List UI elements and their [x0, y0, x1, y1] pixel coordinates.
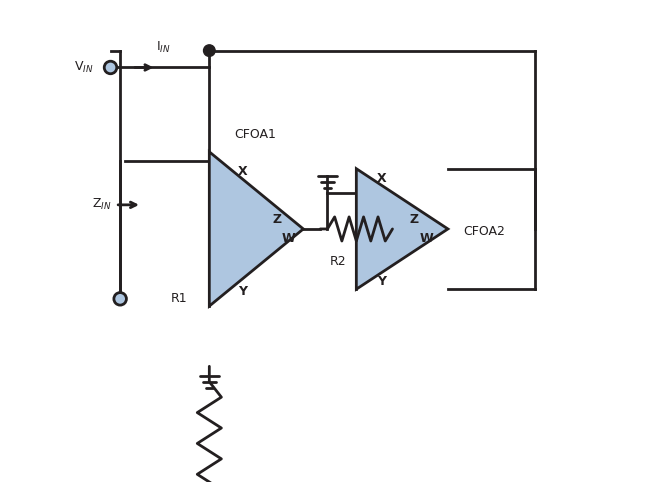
Text: X: X: [376, 172, 386, 185]
Text: W: W: [282, 232, 296, 245]
Polygon shape: [209, 152, 304, 306]
Text: Z: Z: [272, 213, 281, 226]
Text: R1: R1: [171, 293, 188, 305]
Text: I$_{IN}$: I$_{IN}$: [156, 40, 171, 55]
Text: CFOA1: CFOA1: [234, 129, 276, 141]
Text: CFOA2: CFOA2: [463, 225, 505, 238]
Text: R2: R2: [330, 255, 347, 268]
Text: Y: Y: [377, 276, 386, 288]
Text: Y: Y: [239, 285, 248, 298]
Text: Z$_{IN}$: Z$_{IN}$: [92, 197, 111, 213]
Text: V$_{IN}$: V$_{IN}$: [74, 60, 94, 75]
Text: X: X: [239, 165, 248, 177]
Polygon shape: [356, 169, 448, 289]
Text: W: W: [419, 232, 433, 245]
Circle shape: [114, 293, 126, 305]
Circle shape: [203, 45, 215, 56]
Circle shape: [104, 61, 117, 74]
Text: Z: Z: [410, 213, 419, 226]
